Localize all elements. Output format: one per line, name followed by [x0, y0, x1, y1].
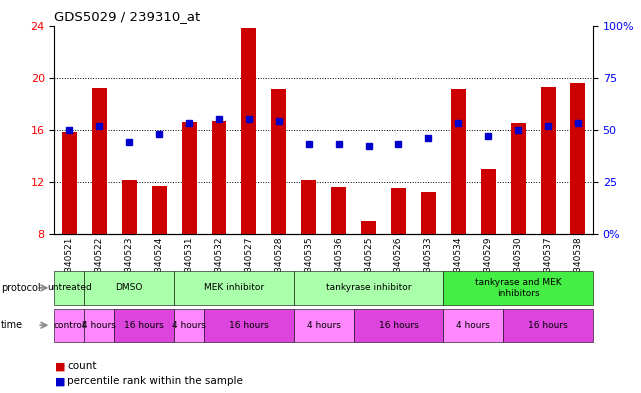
- Text: 16 hours: 16 hours: [124, 321, 164, 330]
- Bar: [421, 192, 436, 338]
- Bar: [391, 188, 406, 338]
- Bar: [122, 180, 137, 338]
- Bar: [511, 123, 526, 338]
- Bar: [181, 122, 197, 338]
- Bar: [212, 121, 226, 338]
- Bar: [361, 221, 376, 338]
- Text: 16 hours: 16 hours: [379, 321, 419, 330]
- Bar: [481, 169, 495, 338]
- Bar: [271, 89, 287, 338]
- Text: MEK inhibitor: MEK inhibitor: [204, 283, 264, 292]
- Bar: [152, 185, 167, 338]
- Text: GDS5029 / 239310_at: GDS5029 / 239310_at: [54, 10, 201, 23]
- Text: 16 hours: 16 hours: [229, 321, 269, 330]
- Text: 16 hours: 16 hours: [528, 321, 568, 330]
- Text: tankyrase inhibitor: tankyrase inhibitor: [326, 283, 412, 292]
- Bar: [62, 132, 77, 338]
- Text: 4 hours: 4 hours: [456, 321, 490, 330]
- Bar: [301, 180, 316, 338]
- Bar: [570, 83, 585, 338]
- Text: percentile rank within the sample: percentile rank within the sample: [67, 376, 243, 386]
- Bar: [331, 187, 346, 338]
- Bar: [92, 88, 107, 338]
- Text: 4 hours: 4 hours: [307, 321, 340, 330]
- Text: DMSO: DMSO: [115, 283, 143, 292]
- Text: tankyrase and MEK
inhibitors: tankyrase and MEK inhibitors: [475, 278, 562, 298]
- Bar: [242, 28, 256, 338]
- Text: ■: ■: [54, 361, 65, 371]
- Text: time: time: [1, 320, 23, 330]
- Text: untreated: untreated: [47, 283, 92, 292]
- Text: control: control: [54, 321, 85, 330]
- Text: 4 hours: 4 hours: [83, 321, 116, 330]
- Bar: [540, 87, 556, 338]
- Text: ■: ■: [54, 376, 65, 386]
- Text: 4 hours: 4 hours: [172, 321, 206, 330]
- Text: protocol: protocol: [1, 283, 40, 293]
- Text: count: count: [67, 361, 97, 371]
- Bar: [451, 89, 466, 338]
